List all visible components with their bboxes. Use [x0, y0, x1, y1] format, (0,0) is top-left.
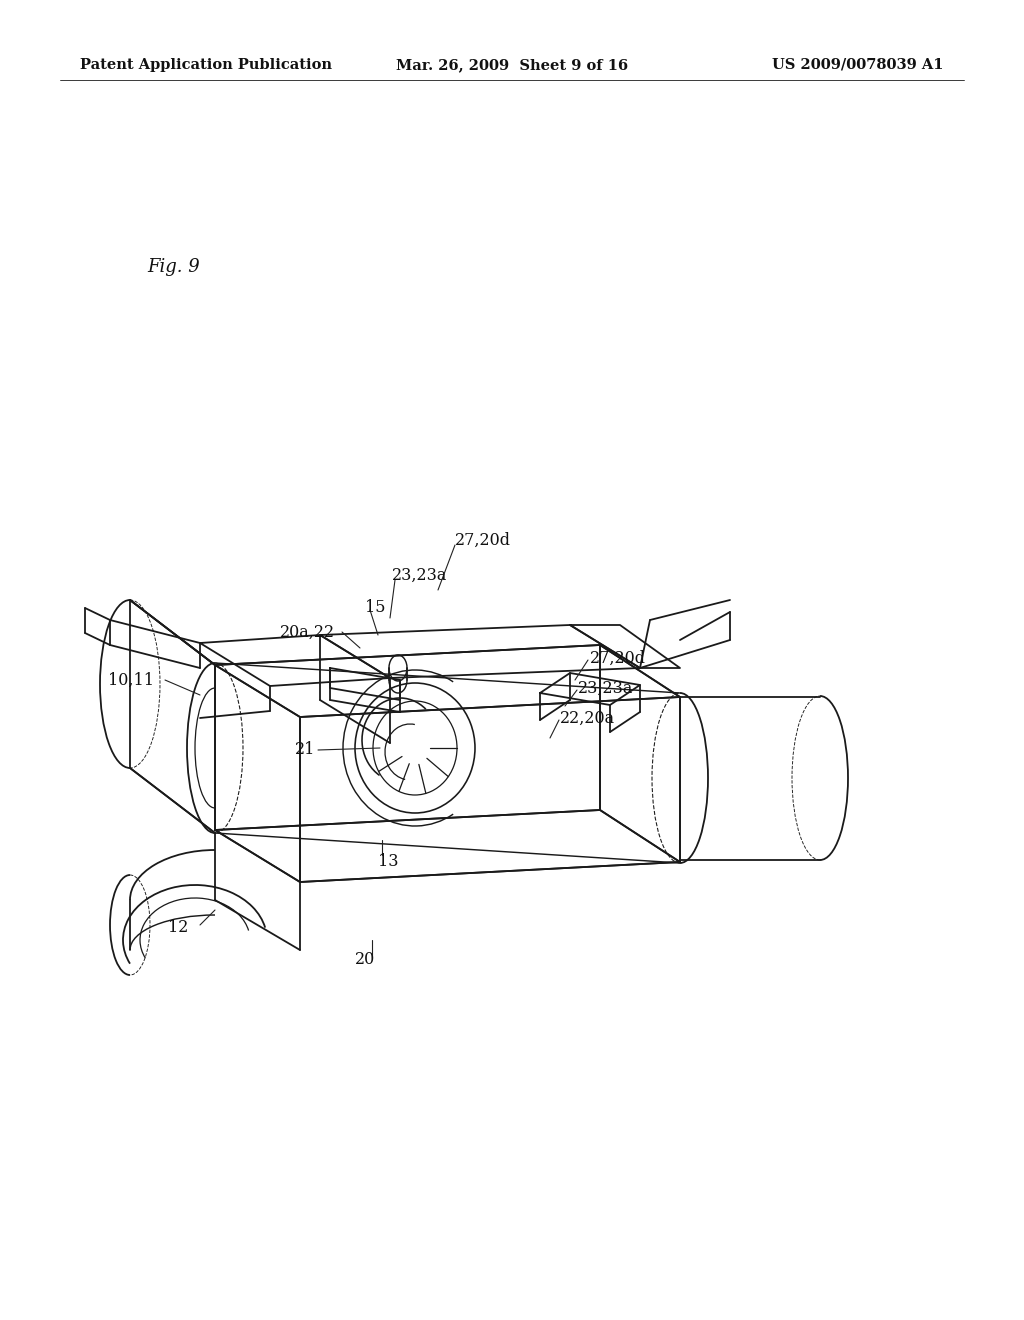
Text: 15: 15 — [365, 599, 385, 616]
Text: Fig. 9: Fig. 9 — [147, 257, 200, 276]
Text: 12: 12 — [168, 920, 188, 936]
Text: Mar. 26, 2009  Sheet 9 of 16: Mar. 26, 2009 Sheet 9 of 16 — [396, 58, 628, 73]
Text: 27,20d: 27,20d — [455, 532, 511, 549]
Text: 27,20d: 27,20d — [590, 649, 646, 667]
Text: 20a,22: 20a,22 — [280, 623, 335, 640]
Text: 22,20a: 22,20a — [560, 710, 615, 726]
Text: 21: 21 — [295, 742, 315, 759]
Text: US 2009/0078039 A1: US 2009/0078039 A1 — [772, 58, 944, 73]
Text: 23,23a: 23,23a — [578, 680, 634, 697]
Text: 13: 13 — [378, 854, 398, 870]
Text: 20: 20 — [355, 952, 375, 969]
Text: 23,23a: 23,23a — [392, 566, 447, 583]
Text: 10,11: 10,11 — [108, 672, 154, 689]
Text: Patent Application Publication: Patent Application Publication — [80, 58, 332, 73]
